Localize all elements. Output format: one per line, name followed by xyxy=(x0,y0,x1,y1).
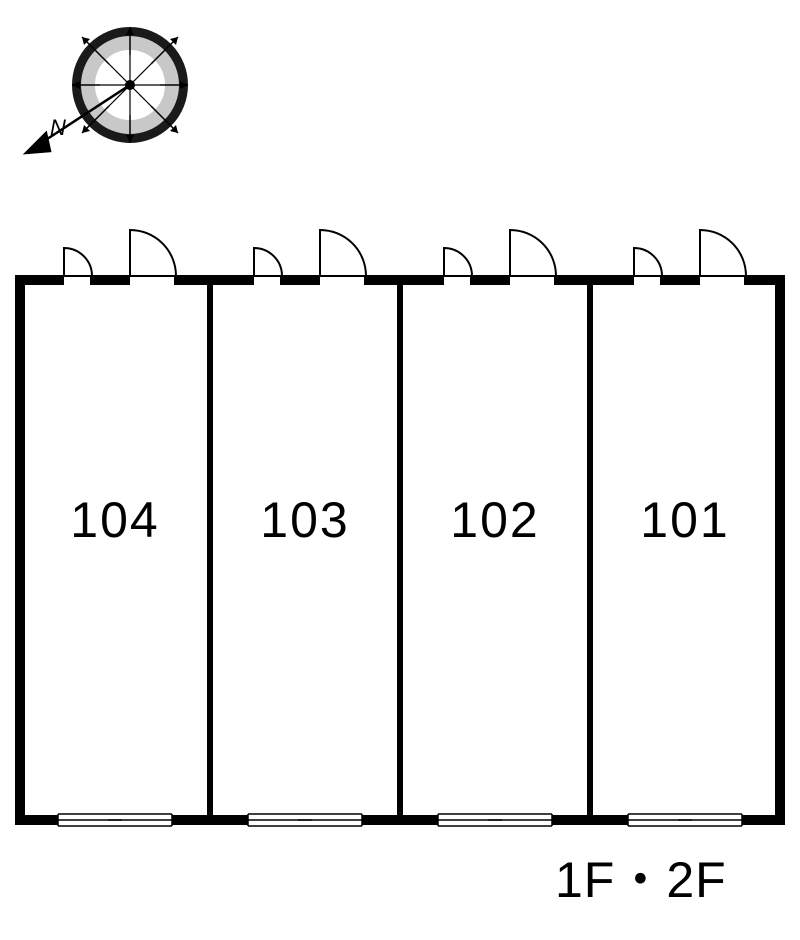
unit-label: 101 xyxy=(640,491,729,549)
compass-label: N xyxy=(50,115,66,140)
unit-label: 103 xyxy=(260,491,349,549)
unit-label: 104 xyxy=(70,491,159,549)
floor-plan xyxy=(0,200,800,900)
door-swings xyxy=(64,230,746,276)
unit-label: 102 xyxy=(450,491,539,549)
compass-icon: N xyxy=(20,5,220,205)
floor-label: 1F・2F xyxy=(555,840,727,912)
diagram-canvas: N xyxy=(0,0,800,940)
